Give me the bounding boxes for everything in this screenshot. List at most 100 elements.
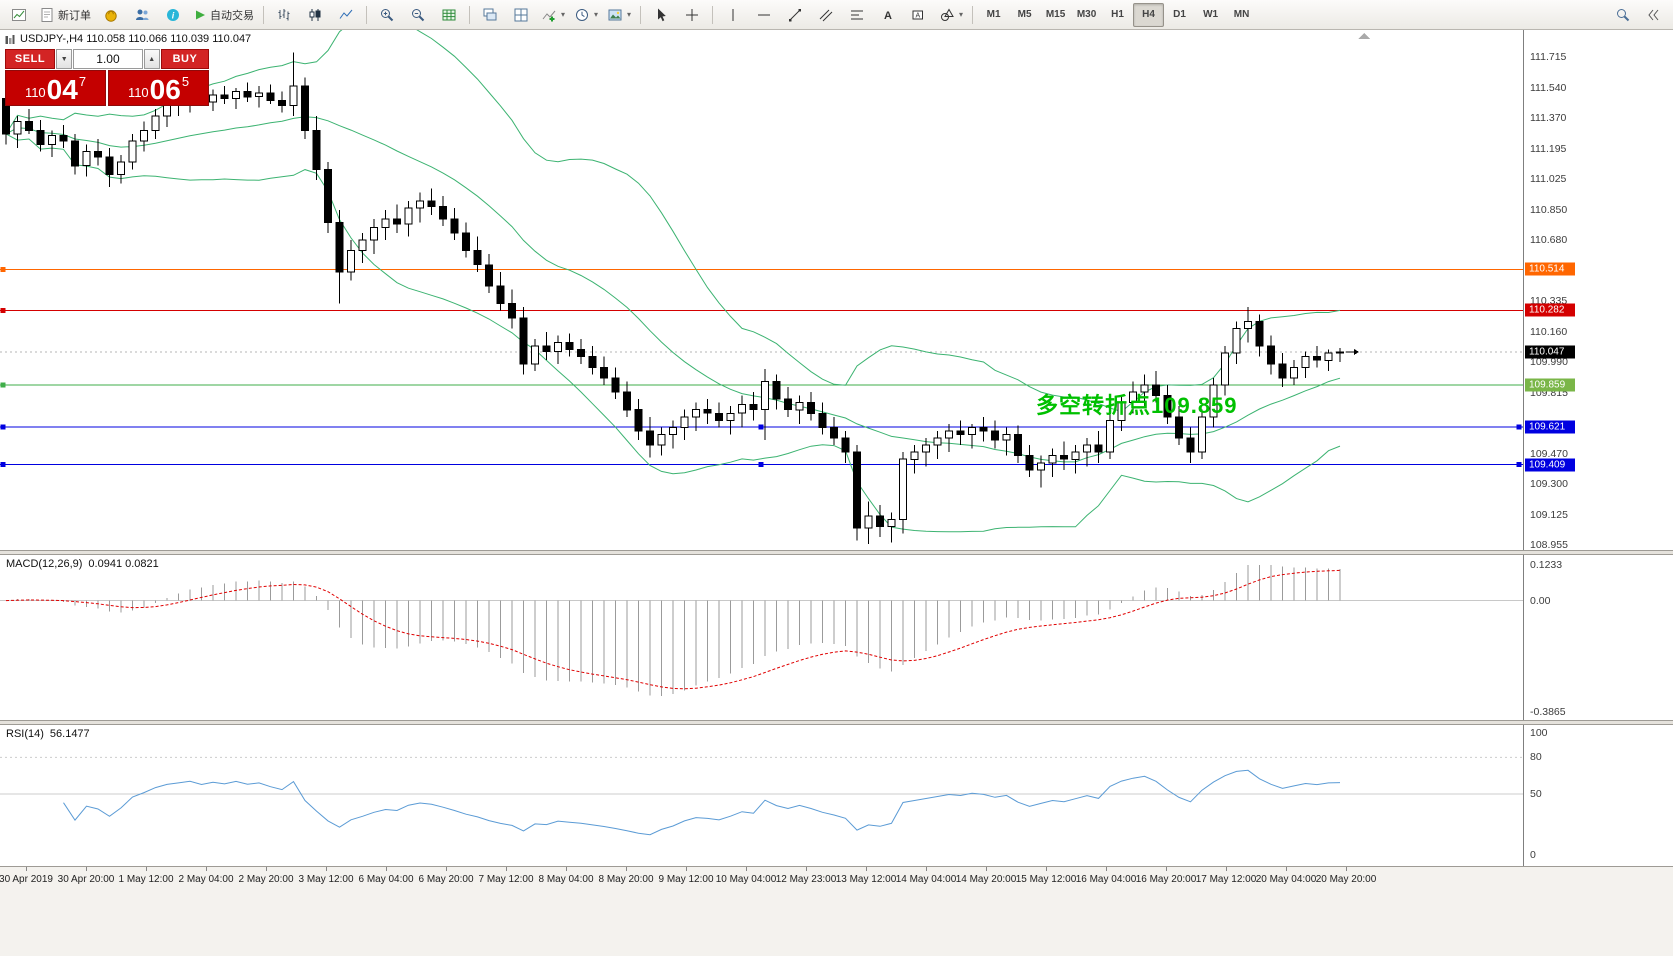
zoom-out-button[interactable] — [403, 3, 433, 27]
macd-axis-tick: 0.1233 — [1530, 559, 1563, 571]
chart-annotation-text[interactable]: 多空转折点109.859 — [1036, 393, 1238, 418]
bar-chart-mode-button[interactable] — [269, 3, 299, 27]
time-tick — [866, 867, 867, 871]
rsi-plot[interactable] — [0, 725, 1523, 866]
tf-m30-button[interactable]: M30 — [1076, 9, 1097, 20]
volume-input[interactable]: 1.00 — [73, 49, 143, 69]
cursor-button[interactable] — [646, 3, 676, 27]
price-axis[interactable]: 111.715 111.540 111.370 111.195 111.025 110.8… — [1523, 30, 1673, 551]
autotrading-play-icon — [196, 10, 205, 19]
marketplace-button[interactable] — [96, 3, 126, 27]
chart-area[interactable]: USDJPY-,H4 110.058 110.066 110.039 110.0… — [0, 30, 1523, 550]
hline-price-label: 109.859 — [1525, 378, 1575, 392]
channel-button[interactable] — [811, 3, 841, 27]
timeframe-group: M1 M5 M15 M30 H1 H4 D1 W1 MN — [978, 2, 1257, 27]
sell-button[interactable]: SELL — [5, 49, 55, 69]
line-chart-mode-button[interactable] — [331, 3, 361, 27]
new-chart-button[interactable] — [4, 3, 34, 27]
bar-chart-icon — [278, 8, 290, 20]
vertical-line-icon — [732, 8, 734, 21]
vertical-line-button[interactable] — [718, 3, 748, 27]
price-tick: 110.680 — [1530, 234, 1568, 246]
buy-price-big: 06 — [149, 74, 181, 105]
new-order-label: 新订单 — [58, 9, 91, 22]
text-label-button[interactable]: A — [904, 3, 934, 27]
tf-h4-button[interactable]: H4 — [1133, 2, 1165, 27]
macd-plot[interactable] — [0, 555, 1523, 720]
volume-decrease-button[interactable]: ▼ — [55, 49, 73, 69]
channel-icon — [819, 9, 833, 21]
fibonacci-button[interactable] — [842, 3, 872, 27]
info-button[interactable]: i — [158, 3, 188, 27]
toolbar-overflow-button[interactable] — [1639, 3, 1669, 27]
search-button[interactable] — [1608, 3, 1638, 27]
one-click-trading-panel: SELL ▼ 1.00 ▲ BUY 110 04 7 110 06 5 — [5, 49, 209, 106]
candle-chart-mode-button[interactable] — [300, 3, 330, 27]
buy-price-display[interactable]: 110 06 5 — [108, 70, 209, 106]
horizontal-line-button[interactable] — [749, 3, 779, 27]
volume-increase-button[interactable]: ▲ — [143, 49, 160, 69]
toolbar-separator — [469, 5, 470, 24]
indicators-button[interactable] — [537, 3, 569, 27]
time-label: 6 May 04:00 — [358, 874, 414, 885]
tf-h1-button[interactable]: H1 — [1111, 9, 1124, 20]
templates-button[interactable] — [603, 3, 635, 27]
macd-axis[interactable]: 0.1233 0.00 -0.3865 — [1523, 555, 1673, 720]
horizontal-line-icon — [758, 14, 771, 15]
price-tick: 110.160 — [1530, 325, 1568, 338]
cascade-windows-button[interactable] — [475, 3, 505, 27]
symbol-ohlc-text: USDJPY-,H4 110.058 110.066 110.039 110.0… — [20, 33, 252, 45]
price-tick: 109.125 — [1530, 508, 1568, 521]
zoom-in-button[interactable] — [372, 3, 402, 27]
fibonacci-icon — [851, 10, 864, 19]
time-tick — [926, 867, 927, 871]
chevrons-left-icon — [1648, 9, 1659, 20]
rsi-axis[interactable]: 100 80 50 0 — [1523, 725, 1673, 866]
time-label: 20 May 04:00 — [1255, 874, 1317, 885]
zoom-in-icon — [381, 8, 394, 21]
tile-windows-icon — [514, 8, 528, 21]
new-order-button[interactable]: 新订单 — [35, 3, 95, 27]
macd-axis-tick: 0.00 — [1530, 594, 1551, 607]
tf-m15-button[interactable]: M15 — [1045, 9, 1066, 20]
tf-mn-button[interactable]: MN — [1233, 9, 1250, 20]
sell-price-base: 110 — [24, 85, 46, 100]
macd-name: MACD(12,26,9) — [6, 558, 83, 570]
panel-splitter[interactable] — [0, 720, 1673, 725]
time-tick — [1286, 867, 1287, 871]
price-tick: 109.300 — [1530, 478, 1568, 490]
time-label: 16 May 04:00 — [1075, 874, 1137, 885]
buy-price-sup: 5 — [181, 74, 190, 89]
cursor-icon — [658, 8, 666, 21]
macd-panel[interactable]: MACD(12,26,9) 0.0941 0.0821 — [0, 555, 1523, 720]
sell-price-big: 04 — [46, 74, 78, 105]
tf-w1-button[interactable]: W1 — [1203, 9, 1219, 20]
tf-m5-button[interactable]: M5 — [1017, 9, 1032, 20]
trendline-button[interactable] — [780, 3, 810, 27]
time-label: 8 May 20:00 — [598, 874, 654, 885]
time-tick — [386, 867, 387, 871]
tf-m1-button[interactable]: M1 — [986, 9, 1001, 20]
periods-button[interactable] — [570, 3, 602, 27]
community-button[interactable] — [127, 3, 157, 27]
tf-d1-button[interactable]: D1 — [1173, 9, 1186, 20]
rsi-panel[interactable]: RSI(14) 56.1477 — [0, 725, 1523, 866]
panel-splitter[interactable] — [0, 550, 1673, 555]
time-tick — [746, 867, 747, 871]
tile-windows-button[interactable] — [506, 3, 536, 27]
crosshair-button[interactable] — [677, 3, 707, 27]
shapes-button[interactable] — [935, 3, 967, 27]
hline-price-label: 110.514 — [1525, 262, 1575, 276]
time-tick — [86, 867, 87, 871]
grid-button[interactable] — [434, 3, 464, 27]
time-label: 10 May 04:00 — [715, 874, 777, 885]
sell-price-display[interactable]: 110 04 7 — [5, 70, 106, 106]
autotrading-button[interactable]: 自动交易 — [189, 3, 258, 27]
price-tick: 111.370 — [1530, 112, 1567, 124]
time-axis[interactable]: 30 Apr 2019 30 Apr 20:00 1 May 12:00 2 May … — [0, 866, 1673, 956]
chart-plot[interactable] — [0, 30, 1523, 550]
buy-button[interactable]: BUY — [160, 49, 209, 69]
toolbar-separator — [972, 5, 974, 24]
text-button[interactable]: A — [873, 3, 903, 27]
rsi-value: 56.1477 — [49, 728, 90, 740]
